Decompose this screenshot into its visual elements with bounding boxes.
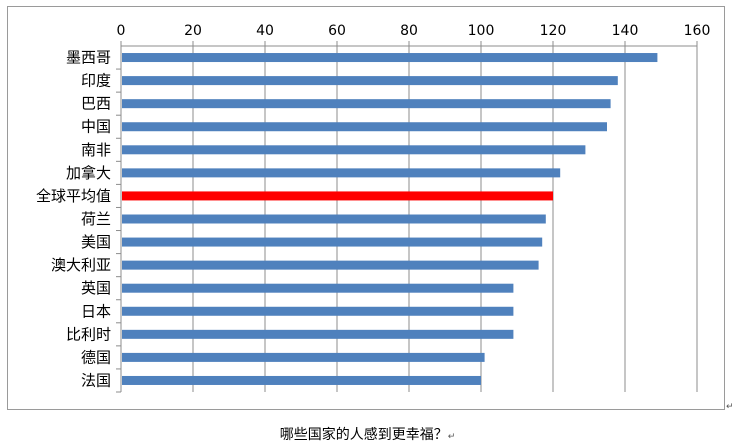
bar-3 <box>122 122 607 132</box>
bar-12 <box>122 329 514 339</box>
bar-0 <box>122 53 658 63</box>
x-tick-label: 40 <box>256 23 274 39</box>
bar-13 <box>122 352 485 362</box>
x-tick-label: 120 <box>540 23 567 39</box>
category-label: 美国 <box>81 233 111 251</box>
x-tick-label: 160 <box>684 23 711 39</box>
x-tick-label: 20 <box>184 23 202 39</box>
bar-10 <box>122 283 514 293</box>
category-label: 澳大利亚 <box>51 256 111 274</box>
category-label: 墨西哥 <box>66 49 111 67</box>
bar-2 <box>122 99 611 109</box>
bar-5 <box>122 168 561 178</box>
category-label: 巴西 <box>81 95 111 113</box>
caption-text: 哪些国家的人感到更幸福？ <box>279 427 448 443</box>
category-label: 法国 <box>81 371 111 389</box>
category-label: 英国 <box>81 279 111 297</box>
bar-11 <box>122 306 514 316</box>
x-tick-label: 80 <box>400 23 418 39</box>
category-label: 日本 <box>81 302 111 320</box>
chart-frame: 0 20 40 60 80 100 120 140 160 墨西哥印度巴西中国南非加拿大全球平均值… <box>7 6 725 410</box>
bar-4 <box>122 145 586 155</box>
category-label: 南非 <box>81 141 111 159</box>
bar-14 <box>122 375 481 385</box>
x-tick-label: 140 <box>612 23 639 39</box>
category-label: 中国 <box>81 118 111 136</box>
bar-6 <box>122 191 553 201</box>
category-label: 印度 <box>81 72 111 90</box>
category-label: 全球平均值 <box>36 187 111 205</box>
paragraph-mark: ↵ <box>447 432 456 442</box>
chart-caption: 哪些国家的人感到更幸福？↵ <box>0 424 735 444</box>
bar-8 <box>122 237 543 247</box>
x-tick-label: 0 <box>117 23 126 39</box>
bar-9 <box>122 260 539 270</box>
category-label: 德国 <box>81 348 111 366</box>
category-label: 荷兰 <box>81 210 111 228</box>
bar-chart: 0 20 40 60 80 100 120 140 160 墨西哥印度巴西中国南非加拿大全球平均值… <box>36 23 711 393</box>
bar-1 <box>122 76 618 86</box>
bar-7 <box>122 214 546 224</box>
x-tick-label: 60 <box>328 23 346 39</box>
paragraph-mark-side: ↵ <box>726 402 734 412</box>
x-tick-label: 100 <box>468 23 495 39</box>
category-label: 比利时 <box>66 325 111 343</box>
category-label: 加拿大 <box>66 164 111 182</box>
